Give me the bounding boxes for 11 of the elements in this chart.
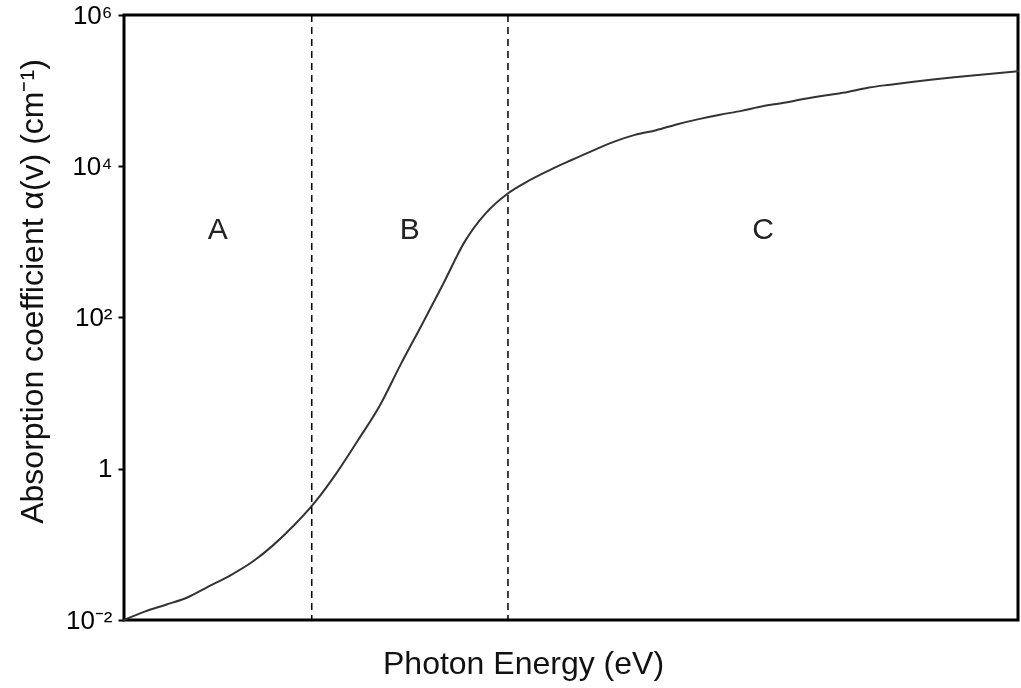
line-series <box>123 70 1019 621</box>
y-axis-title: Absorption coefficient α(v) (cm⁻¹) <box>13 59 50 524</box>
y-tick-label: 10⁻² <box>65 604 113 635</box>
y-tick-label: 1 <box>98 453 113 484</box>
x-axis-title: Photon Energy (eV) <box>382 644 665 681</box>
y-tick-label: 10⁴ <box>72 150 113 181</box>
annotation: A <box>207 211 228 245</box>
annotation: B <box>399 211 420 245</box>
annotation: C <box>752 211 774 245</box>
y-tick-label: 10⁶ <box>72 0 113 30</box>
y-tick-label: 10² <box>74 302 113 332</box>
